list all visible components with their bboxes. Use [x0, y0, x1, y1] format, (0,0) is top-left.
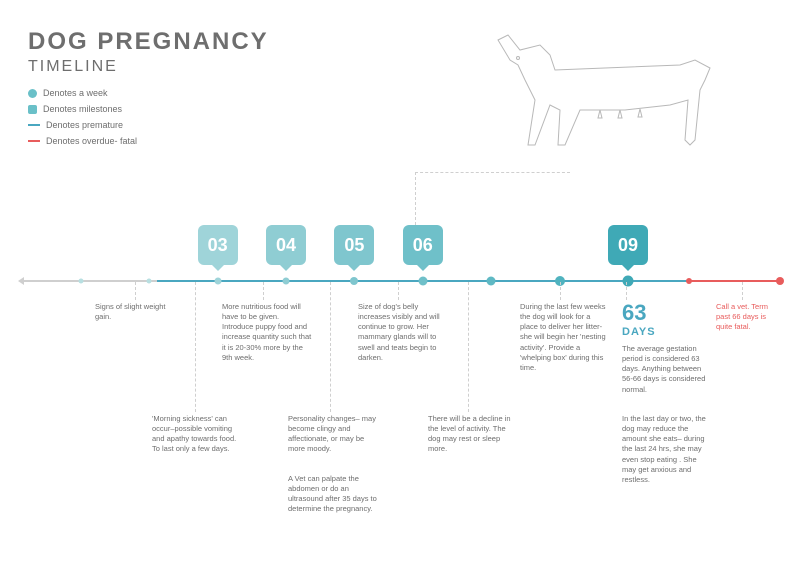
timeline-red-segment	[689, 280, 780, 282]
milestone-05: 05	[334, 225, 374, 265]
milestone-09: 09	[608, 225, 648, 265]
week-dot-9	[623, 276, 634, 287]
annot9-line	[626, 282, 627, 300]
week-dot-6	[418, 277, 427, 286]
timeline-end-red-dot	[776, 277, 784, 285]
page-subtitle: TIMELINE	[28, 58, 269, 76]
annot-nutrition: More nutritious food will have to be giv…	[222, 302, 312, 363]
annot-morning-sickness: 'Morning sickness' can occur–possible vo…	[152, 414, 242, 455]
annot7-line	[468, 282, 469, 412]
annot-personality: Personality changes– may become clingy a…	[288, 414, 378, 455]
legend-overdue-label: Denotes overdue- fatal	[46, 136, 137, 146]
legend-milestone-icon	[28, 105, 37, 114]
week-dot-2	[147, 279, 152, 284]
annot5-line	[330, 282, 331, 412]
timeline-grey-segment	[20, 280, 157, 282]
timeline-left-end	[18, 277, 24, 285]
annot-belly: Size of dog's belly increases visibly an…	[358, 302, 448, 363]
week-dot-10	[686, 278, 692, 284]
header: DOG PREGNANCY TIMELINE	[28, 28, 269, 76]
annot-activity: There will be a decline in the level of …	[428, 414, 518, 455]
annot4-line	[263, 282, 264, 300]
week-dot-7	[487, 277, 496, 286]
annot3-line	[195, 282, 196, 412]
annot-days: 63 DAYS	[622, 300, 656, 338]
days-label: DAYS	[622, 326, 656, 338]
milestone-03: 03	[198, 225, 238, 265]
annot-vet: A Vet can palpate the abdomen or do an u…	[288, 474, 378, 515]
annot-weight: Signs of slight weight gain.	[95, 302, 175, 322]
week-dot-5	[350, 277, 358, 285]
dog-illustration	[480, 10, 740, 170]
annot8-line	[560, 282, 561, 300]
annot-nesting: During the last few weeks the dog will l…	[520, 302, 610, 373]
legend-week-label: Denotes a week	[43, 88, 108, 98]
week-dot-4	[283, 278, 290, 285]
annot1-line	[135, 282, 136, 300]
legend-premature-icon	[28, 124, 40, 126]
connector-dotted-v	[415, 172, 416, 230]
annot-gestation: The average gestation period is consider…	[622, 344, 712, 395]
legend-premature-label: Denotes premature	[46, 120, 123, 130]
week-dot-3	[214, 278, 221, 285]
week-dot-1	[78, 279, 83, 284]
legend-week-icon	[28, 89, 37, 98]
timeline	[20, 280, 780, 282]
annot-fatal: Call a vet. Term past 66 days is quite f…	[716, 302, 776, 332]
connector-dotted-h	[415, 172, 570, 173]
milestone-04: 04	[266, 225, 306, 265]
milestone-06: 06	[403, 225, 443, 265]
legend-overdue-icon	[28, 140, 40, 142]
page-title: DOG PREGNANCY	[28, 28, 269, 56]
annot6-line	[398, 282, 399, 300]
days-number: 63	[622, 300, 646, 325]
annot11-line	[742, 282, 743, 300]
annot-lastday: In the last day or two, the dog may redu…	[622, 414, 712, 485]
legend-milestone-label: Denotes milestones	[43, 104, 122, 114]
legend: Denotes a week Denotes milestones Denote…	[28, 88, 137, 152]
